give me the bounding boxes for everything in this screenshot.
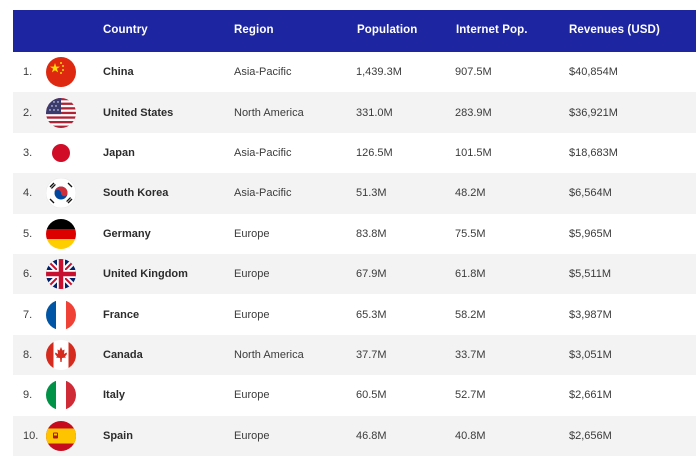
header-region[interactable]: Region [234,24,274,36]
population-cell: 331.0M [356,106,393,119]
region-cell: Europe [234,227,270,240]
population-cell: 83.8M [356,227,387,240]
south-korea-flag-icon [46,178,76,209]
population-cell: 1,439.3M [356,66,402,79]
region-cell: Europe [234,268,270,281]
italy-flag-icon [46,380,76,411]
region-cell: Asia-Pacific [234,187,292,200]
population-cell: 51.3M [356,187,387,200]
region-cell: Asia-Pacific [234,66,292,79]
country-name: Japan [103,146,135,159]
rank-label: 2. [23,106,33,119]
internet-pop-cell: 48.2M [455,187,486,200]
revenues-cell: $36,921M [569,106,618,119]
table-row: 6. United Kingdom Europe 67.9M 61.8M $5,511M [13,253,696,295]
revenues-cell: $3,987M [569,308,612,321]
table-row: 8. Canada North America 37.7M 33.7M $3,051M [13,334,696,376]
region-cell: Europe [234,429,270,442]
population-cell: 126.5M [356,146,393,159]
country-name: Spain [103,429,133,442]
country-name: South Korea [103,187,169,200]
rank-label: 5. [23,227,33,240]
table-row: 9. Italy Europe 60.5M 52.7M $2,661M [13,375,696,415]
internet-pop-cell: 33.7M [455,348,486,361]
table-row: 10. Spain Europe 46.8M 40.8M $2,656M [13,415,696,456]
revenues-cell: $40,854M [569,66,618,79]
table-body: 1. China Asia-Pacific 1,439.3M 907.5M $40,854… [13,52,696,456]
table-row: 2. United States North America 331.0M 283.9M… [13,92,696,133]
revenues-cell: $5,965M [569,227,612,240]
rank-label: 3. [23,146,33,159]
header-population[interactable]: Population [357,24,418,36]
canada-flag-icon [46,339,76,370]
population-cell: 65.3M [356,308,387,321]
country-name: Italy [103,389,126,402]
france-flag-icon [46,299,76,330]
rank-label: 10. [23,429,39,442]
revenues-cell: $2,661M [569,389,612,402]
internet-pop-cell: 52.7M [455,389,486,402]
header-revenues[interactable]: Revenues (USD) [569,24,660,36]
rank-label: 9. [23,389,33,402]
internet-pop-cell: 75.5M [455,227,486,240]
population-cell: 37.7M [356,348,387,361]
population-cell: 46.8M [356,429,387,442]
internet-pop-cell: 283.9M [455,106,492,119]
united-states-flag-icon [46,97,76,128]
region-cell: Asia-Pacific [234,146,292,159]
internet-pop-cell: 58.2M [455,308,486,321]
region-cell: North America [234,348,304,361]
country-name: Canada [103,348,143,361]
table-row: 5. Germany Europe 83.8M 75.5M $5,965M [13,214,696,254]
country-name: France [103,308,140,321]
table-row: 3. Japan Asia-Pacific 126.5M 101.5M $18,683M [13,133,696,173]
countries-table: Country Region Population Internet Pop. … [13,10,696,456]
internet-pop-cell: 907.5M [455,66,492,79]
table-row: 7. France Europe 65.3M 58.2M $3,987M [13,294,696,334]
population-cell: 67.9M [356,268,387,281]
internet-pop-cell: 61.8M [455,268,486,281]
region-cell: Europe [234,389,270,402]
japan-flag-icon [46,137,76,168]
revenues-cell: $6,564M [569,187,612,200]
rank-label: 6. [23,268,33,281]
country-name: United Kingdom [103,268,188,281]
population-cell: 60.5M [356,389,387,402]
header-internet-pop[interactable]: Internet Pop. [456,24,528,36]
table-row: 1. China Asia-Pacific 1,439.3M 907.5M $40,854… [13,52,696,92]
rank-label: 8. [23,348,33,361]
spain-flag-icon [46,420,76,451]
germany-flag-icon [46,218,76,249]
country-name: United States [103,106,174,119]
header-country[interactable]: Country [103,24,148,36]
united-kingdom-flag-icon [46,259,76,290]
country-name: China [103,66,134,79]
table-header: Country Region Population Internet Pop. … [13,10,696,52]
rank-label: 4. [23,187,33,200]
revenues-cell: $5,511M [569,268,611,281]
revenues-cell: $2,656M [569,429,612,442]
region-cell: North America [234,106,304,119]
internet-pop-cell: 101.5M [455,146,492,159]
rank-label: 1. [23,66,33,79]
table-row: 4. South Korea Asia-Pacific 51.3M 48.2M $6,56… [13,173,696,214]
rank-label: 7. [23,308,33,321]
internet-pop-cell: 40.8M [455,429,486,442]
revenues-cell: $18,683M [569,146,618,159]
region-cell: Europe [234,308,270,321]
china-flag-icon [46,57,76,88]
country-name: Germany [103,227,151,240]
revenues-cell: $3,051M [569,348,612,361]
